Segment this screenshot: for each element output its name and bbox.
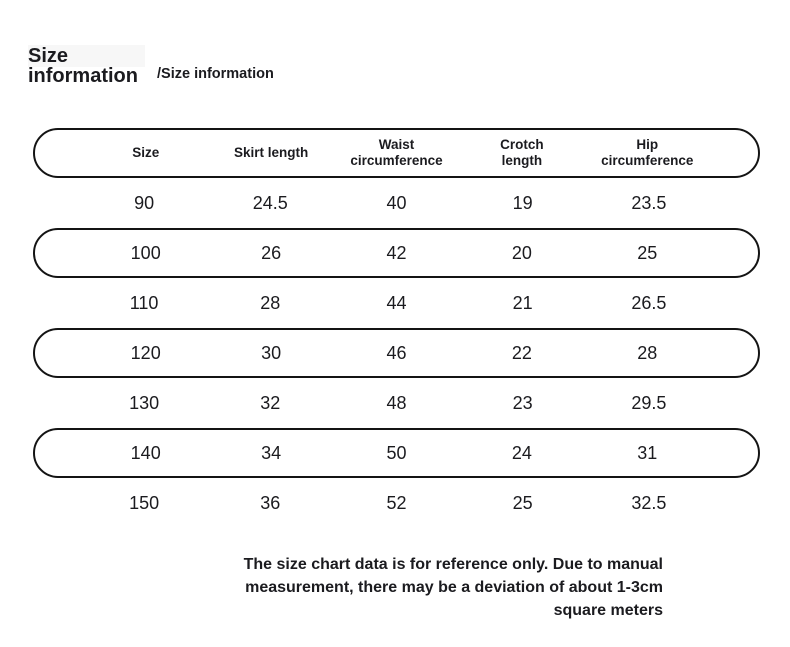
table-row-90: 90 24.5 40 19 23.5 <box>33 178 760 228</box>
cell-size: 140 <box>130 442 161 463</box>
table-row-100: 100 26 42 20 25 <box>33 228 760 278</box>
cell-waist-circumference: 52 <box>386 492 407 513</box>
cell-waist-circumference: 46 <box>386 342 407 363</box>
cell-skirt-length: 36 <box>260 492 281 513</box>
cell-skirt-length: 30 <box>261 342 282 363</box>
cell-crotch-length: 23 <box>512 392 533 413</box>
cell-hip-circumference: 23.5 <box>631 192 667 213</box>
cell-skirt-length: 28 <box>260 292 281 313</box>
cell-crotch-length: 22 <box>511 342 532 363</box>
cell-waist-circumference: 48 <box>386 392 407 413</box>
table-row-110: 110 28 44 21 26.5 <box>33 278 760 328</box>
table-header-row: Size Skirt length Waist circumference Cr… <box>33 128 760 178</box>
cell-hip-circumference: 29.5 <box>631 392 667 413</box>
cell-hip-circumference: 32.5 <box>631 492 667 513</box>
disclaimer-line-1: The size chart data is for reference onl… <box>243 556 663 573</box>
table-row-120: 120 30 46 22 28 <box>33 328 760 378</box>
cell-crotch-length: 19 <box>512 192 533 213</box>
cell-size: 100 <box>130 242 161 263</box>
cell-skirt-length: 26 <box>261 242 282 263</box>
cell-waist-circumference: 42 <box>386 242 407 263</box>
cell-size: 130 <box>129 392 160 413</box>
cell-size: 90 <box>134 192 155 213</box>
cell-crotch-length: 20 <box>511 242 532 263</box>
disclaimer-line-3: square meters <box>553 602 663 619</box>
cell-crotch-length: 25 <box>512 492 533 513</box>
cell-size: 120 <box>130 342 161 363</box>
cell-hip-circumference: 31 <box>637 442 658 463</box>
breadcrumb: /Size information <box>157 66 274 82</box>
cell-waist-circumference: 50 <box>386 442 407 463</box>
cell-crotch-length: 21 <box>512 292 533 313</box>
table-row-130: 130 32 48 23 29.5 <box>33 378 760 428</box>
size-table: Size Skirt length Waist circumference Cr… <box>33 128 760 528</box>
disclaimer-line-2: measurement, there may be a deviation of… <box>245 579 663 596</box>
header-cell-waist-circumference: Waist circumference <box>350 137 443 168</box>
title-backdrop <box>28 45 145 67</box>
cell-hip-circumference: 28 <box>637 342 658 363</box>
table-row-140: 140 34 50 24 31 <box>33 428 760 478</box>
cell-hip-circumference: 25 <box>637 242 658 263</box>
cell-skirt-length: 34 <box>261 442 282 463</box>
cell-skirt-length: 32 <box>260 392 281 413</box>
cell-skirt-length: 24.5 <box>252 192 288 213</box>
header-cell-skirt-length: Skirt length <box>233 145 309 160</box>
cell-crotch-length: 24 <box>511 442 532 463</box>
header-cell-hip-circumference: Hip circumference <box>601 137 694 168</box>
header-cell-crotch-length: Crotch length <box>500 137 544 168</box>
cell-waist-circumference: 40 <box>386 192 407 213</box>
page-title: Size information <box>28 45 138 87</box>
header-cell-size: Size <box>132 145 160 160</box>
cell-size: 110 <box>129 292 159 313</box>
cell-waist-circumference: 44 <box>386 292 407 313</box>
cell-hip-circumference: 26.5 <box>631 292 667 313</box>
cell-size: 150 <box>129 492 160 513</box>
table-row-150: 150 36 52 25 32.5 <box>33 478 760 528</box>
disclaimer-note: The size chart data is for reference onl… <box>123 553 663 622</box>
